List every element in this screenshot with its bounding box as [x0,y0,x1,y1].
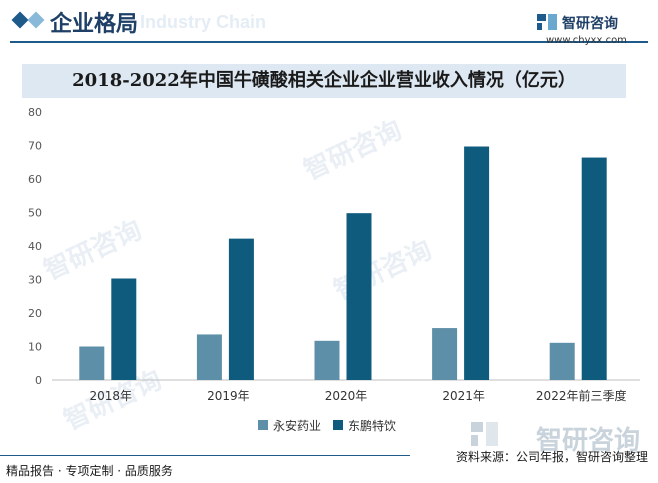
chart-legend: 永安药业 东鹏特饮 [0,417,658,433]
data-source: 资料来源：公司年报，智研咨询整理 [455,450,648,464]
legend-label: 东鹏特饮 [348,419,397,433]
header-divider [10,41,648,43]
bar-series-0 [314,340,340,380]
brand-name: 智研咨询 [562,16,618,32]
x-tick-label: 2019年 [207,389,250,403]
brand-block: 智研咨询 www.chyxx.com [536,10,646,48]
y-tick-label: 70 [28,140,42,153]
y-tick-label: 60 [28,173,42,186]
y-tick-label: 80 [28,106,42,119]
header-diamond-icon [11,11,29,29]
section-ghost-text: Industry Chain [140,12,267,32]
footer-slogan: 精品报告 · 专项定制 · 品质服务 [6,464,173,478]
bar-series-1 [228,238,254,380]
footer-logo-icon [471,422,498,446]
y-tick-label: 30 [28,274,42,287]
chart-title-box: 2018-2022年中国牛磺酸相关企业企业营业收入情况（亿元） [22,64,626,98]
bar-series-0 [196,334,222,380]
x-tick-label: 2022年前三季度 [536,388,627,403]
bar-series-1 [346,213,372,380]
header-diamond-accent-icon [27,11,45,29]
bar-series-1 [581,157,607,380]
bar-series-0 [79,346,105,380]
brand-url: www.chyxx.com [546,35,627,46]
bar-series-1 [464,146,490,380]
section-title: 企业格局 [50,12,139,37]
y-tick-label: 50 [28,207,42,220]
legend-swatch [258,420,268,430]
y-tick-label: 40 [28,240,42,253]
x-tick-label: 2020年 [325,389,368,403]
bar-series-0 [549,342,575,380]
bar-chart: 0 10 20 30 40 50 60 70 80 2018年 2019年 2020年 2021年 202… [28,106,640,403]
legend-label: 永安药业 [273,419,322,433]
bar-series-1 [111,278,137,380]
footer-divider [0,455,410,456]
x-tick-label: 2018年 [90,389,133,403]
bar-series-0 [432,328,458,380]
y-tick-label: 20 [28,307,42,320]
y-tick-label: 10 [28,341,42,354]
chart-title: 2018-2022年中国牛磺酸相关企业企业营业收入情况（亿元） [72,70,576,91]
brand-logo-icon [537,14,557,30]
y-tick-label: 0 [35,374,42,387]
x-tick-label: 2021年 [442,389,485,403]
legend-swatch [333,420,343,430]
footer-brand-watermark: 智研咨询 [535,426,640,456]
